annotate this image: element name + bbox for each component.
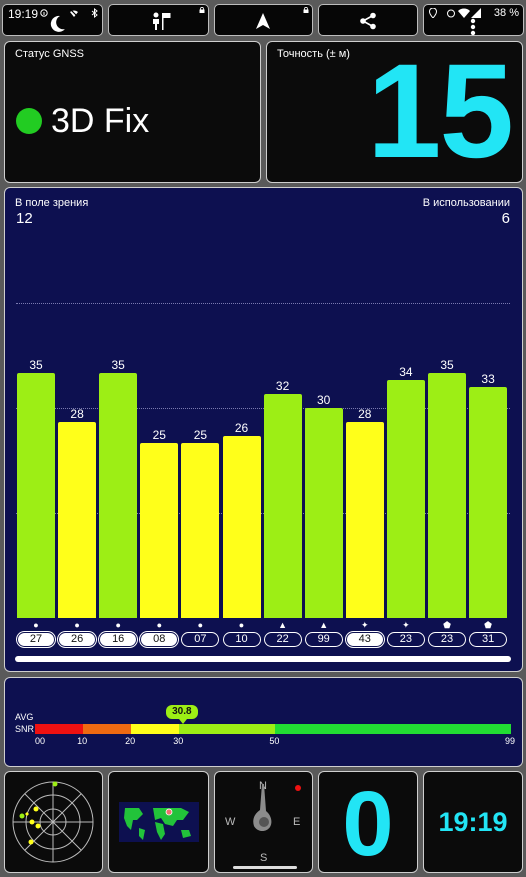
compass-east: E: [293, 816, 301, 828]
more-vert-icon: [470, 18, 476, 36]
in-use-label: В использовании: [422, 197, 510, 209]
satellite-signal-panel[interactable]: [4, 187, 523, 672]
lock-icon: [303, 7, 309, 13]
battery-level: 38 %: [493, 7, 519, 19]
compass-west: W: [225, 816, 236, 828]
navigation-button[interactable]: [214, 4, 313, 36]
accuracy-value: 15: [366, 37, 514, 186]
clock-widget[interactable]: 19:19: [423, 771, 523, 873]
gnss-status-title: Статус GNSS: [15, 48, 85, 60]
alarm-icon: [447, 9, 455, 18]
snr-label: SNR: [15, 724, 35, 734]
snr-panel[interactable]: [4, 677, 523, 767]
signal-icon: [471, 8, 481, 18]
compass-needle-icon: [233, 784, 301, 869]
compass-widget[interactable]: N W E S: [214, 771, 313, 873]
in-view-count: 12: [16, 210, 33, 227]
wifi-icon: [458, 8, 470, 18]
info-icon: [40, 9, 48, 17]
in-use-count: 6: [501, 210, 510, 227]
in-view-label: В поле зрения: [15, 197, 89, 209]
fix-indicator: [16, 108, 42, 134]
speed-value: 0: [342, 773, 394, 875]
avg-label: AVG: [15, 712, 34, 722]
status-bar-button[interactable]: 19:19: [2, 4, 103, 36]
lock-icon: [199, 7, 205, 13]
speed-widget[interactable]: 0: [318, 771, 418, 873]
accuracy-title: Точность (± м): [277, 48, 350, 60]
moon-icon: [50, 15, 65, 32]
poi-button[interactable]: [108, 4, 209, 36]
share-button[interactable]: [318, 4, 418, 36]
bluetooth-icon: [91, 8, 98, 18]
clock-value: 19:19: [438, 807, 508, 837]
share-icon: [360, 12, 376, 30]
location-icon: [429, 8, 437, 18]
world-map-icon: [119, 802, 199, 842]
gnss-status-panel[interactable]: Статус GNSS 3D Fix: [4, 41, 261, 183]
gridline: [16, 408, 510, 409]
menu-button[interactable]: 38 %: [423, 4, 524, 36]
scroll-indicator[interactable]: [15, 656, 511, 662]
world-map-widget[interactable]: [108, 771, 209, 873]
sky-plot-icon: [12, 781, 94, 863]
waypoint-person-icon: [153, 12, 171, 30]
sky-view-widget[interactable]: [4, 771, 103, 873]
status-time: 19:19: [8, 7, 39, 21]
gridline: [16, 303, 510, 304]
accuracy-panel[interactable]: Точность (± м) 15: [266, 41, 523, 183]
gridline: [16, 513, 510, 514]
fix-status: 3D Fix: [51, 102, 150, 140]
compass-south: S: [260, 852, 268, 864]
navigation-arrow-icon: [256, 13, 270, 29]
wifi-off-icon: [69, 8, 79, 18]
